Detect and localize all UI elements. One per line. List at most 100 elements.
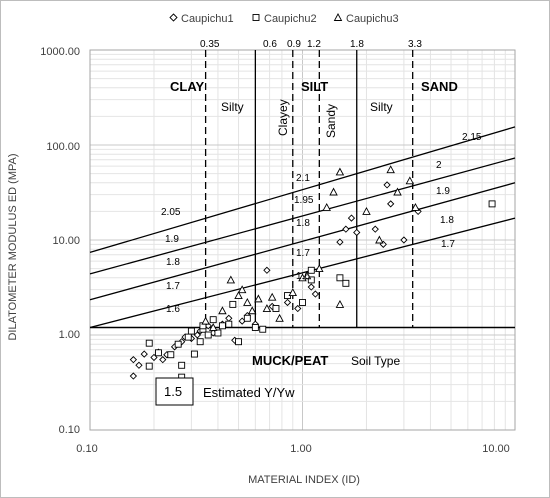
sub-label-clayey: Clayey	[276, 99, 290, 136]
family-label-21: 2.1	[296, 173, 310, 184]
zone-label-clay: CLAY	[170, 79, 205, 94]
data-point-series-2	[174, 340, 182, 348]
data-point-series-2	[235, 338, 242, 346]
unit-weight-line	[89, 126, 516, 254]
data-point-series-1	[371, 225, 379, 233]
data-point-series-1	[159, 356, 167, 364]
data-point-series-2	[251, 324, 259, 331]
data-point-series-3	[288, 288, 298, 296]
data-point-series-1	[353, 228, 361, 237]
data-point-series-3	[208, 323, 218, 331]
legend-label-caupichu1: Caupichu1	[181, 13, 234, 25]
legend-marker-caupichu3	[333, 13, 343, 21]
data-point-series-3	[254, 294, 263, 303]
data-point-series-1	[129, 372, 138, 380]
data-point-series-2	[204, 331, 212, 339]
data-point-series-2	[342, 279, 350, 287]
zone-label-sand: SAND	[421, 79, 458, 94]
family-label-17-right: 1.7	[441, 239, 455, 250]
data-point-series-2	[488, 200, 496, 208]
data-point-series-1	[342, 225, 350, 233]
family-label-19-right: 1.9	[436, 186, 450, 197]
data-point-series-1	[387, 200, 395, 208]
data-point-series-3	[393, 187, 402, 196]
family-label-195: 1.95	[294, 195, 314, 206]
family-label-2: 2	[436, 160, 442, 171]
data-point-series-2	[218, 322, 226, 330]
data-point-series-2	[307, 266, 315, 274]
family-label-16-mid: 1.6	[296, 271, 310, 282]
legend: Caupichu1 Caupichu2 Caupichu3	[169, 13, 399, 25]
family-label-18-left: 1.8	[166, 257, 180, 268]
data-point-series-3	[267, 292, 277, 301]
y-axis-title: DILATOMETER MODULUS ED (MPA)	[7, 153, 19, 340]
data-point-series-2	[225, 320, 233, 328]
family-label-19-left: 1.9	[165, 234, 179, 245]
data-point-series-1	[135, 361, 143, 369]
data-point-series-3	[386, 165, 395, 174]
data-point-series-3	[262, 304, 272, 312]
data-point-series-2	[167, 351, 175, 359]
y-tick-label-10: 10.00	[52, 235, 80, 247]
data-point-series-1	[193, 331, 201, 339]
data-point-series-3	[362, 206, 371, 215]
data-point-series-1	[225, 314, 233, 322]
data-point-series-3	[201, 316, 210, 325]
data-point-series-2	[307, 276, 315, 284]
data-point-series-2	[184, 333, 192, 341]
y-tick-label-01: 0.10	[59, 424, 80, 436]
data-point-series-3	[234, 291, 243, 300]
unit-weight-line	[89, 182, 516, 301]
data-point-series-1	[347, 214, 356, 222]
data-point-series-1	[307, 283, 315, 291]
estimated-value-box	[155, 377, 194, 406]
data-point-series-2	[196, 338, 204, 346]
data-point-series-1	[150, 353, 158, 362]
data-point-series-2	[214, 329, 222, 337]
data-point-series-1	[140, 350, 148, 358]
data-point-series-1	[400, 236, 408, 244]
zone-label-silt: SILT	[301, 79, 328, 94]
chart-marks	[89, 50, 516, 381]
family-label-17-left: 1.7	[166, 281, 180, 292]
data-point-series-2	[259, 325, 267, 333]
data-point-series-3	[237, 285, 247, 294]
boundary-label-18: 1.8	[350, 39, 364, 50]
sub-label-sandy: Sandy	[324, 104, 338, 138]
data-point-series-2	[178, 361, 186, 369]
data-point-series-2	[145, 362, 153, 370]
boundary-label-09: 0.9	[287, 39, 301, 50]
y-tick-label-1: 1.00	[59, 329, 80, 341]
data-point-series-2	[155, 349, 162, 357]
family-label-215: 2.15	[462, 132, 482, 143]
family-label-17-mid: 1.7	[296, 248, 310, 259]
data-point-series-2	[145, 339, 153, 347]
x-tick-label-100: 1.00	[290, 443, 311, 455]
legend-marker-caupichu1	[169, 13, 178, 22]
data-point-series-3	[329, 187, 338, 196]
data-point-series-3	[243, 298, 252, 306]
sub-label-silty-1: Silty	[221, 100, 244, 114]
legend-marker-caupichu2	[252, 14, 260, 21]
x-tick-label-010: 0.10	[76, 443, 97, 455]
family-label-18-right: 1.8	[440, 215, 454, 226]
data-point-series-1	[383, 181, 391, 189]
y-tick-label-1000: 1000.00	[40, 46, 80, 58]
data-point-series-3	[315, 264, 324, 273]
data-point-series-2	[229, 300, 237, 308]
data-point-series-2	[272, 305, 280, 312]
data-point-series-1	[263, 266, 271, 274]
estimated-label: Estimated Y/Yw	[203, 385, 295, 400]
data-point-series-3	[302, 271, 312, 280]
sub-label-silty-2: Silty	[370, 100, 393, 114]
unit-weight-line	[89, 217, 516, 329]
data-point-series-3	[405, 176, 415, 185]
plot-area-border	[89, 49, 516, 431]
data-point-series-2	[209, 316, 217, 324]
data-point-series-1	[283, 298, 292, 307]
data-point-series-3	[335, 167, 345, 176]
data-point-series-3	[247, 306, 257, 315]
data-point-series-3	[322, 203, 331, 211]
x-axis-title: MATERIAL INDEX (ID)	[248, 474, 360, 486]
